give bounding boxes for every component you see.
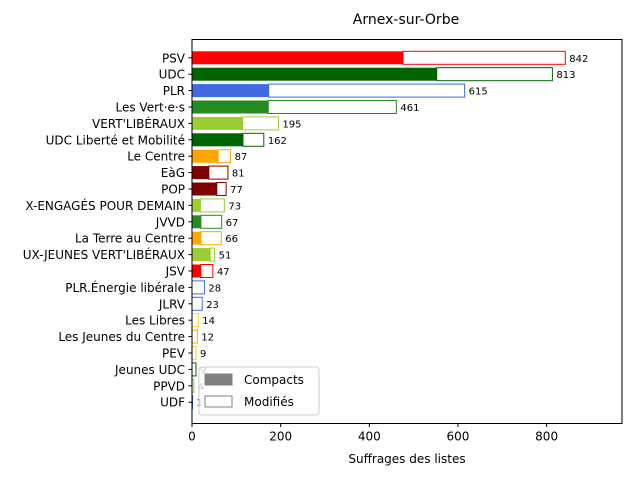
category-label: UDC — [159, 68, 185, 82]
bar-modifies — [199, 198, 225, 213]
legend-label: Modifiés — [244, 395, 294, 409]
bar-compacts — [192, 198, 201, 212]
value-label: 813 — [556, 70, 575, 81]
category-label: Le Centre — [127, 150, 185, 164]
legend-swatch — [204, 395, 233, 408]
category-label: Jeunes UDC — [114, 363, 185, 377]
bar-compacts — [192, 133, 243, 147]
bar-modifies — [209, 247, 216, 262]
bar-modifies — [191, 280, 205, 295]
bar-compacts — [192, 67, 437, 81]
x-axis-ticks: 0 200 400 600 800 — [188, 423, 558, 444]
bar-modifies — [191, 329, 198, 344]
category-label: Les Vert·e·s — [116, 101, 186, 115]
legend: Compacts Modifiés — [198, 366, 320, 416]
bar-compacts — [192, 231, 201, 245]
bar-modifies — [217, 149, 232, 164]
value-label: 842 — [569, 54, 588, 65]
category-label: UDC Liberté et Mobilité — [46, 133, 185, 147]
category-label: PLR.Énergie libérale — [65, 280, 185, 295]
value-label: 9 — [200, 349, 206, 360]
bar-modifies — [200, 264, 214, 278]
plot-frame — [191, 39, 623, 424]
chart-title: Arnex-sur-Orbe — [353, 12, 459, 28]
bar-modifies — [242, 132, 265, 147]
bar-compacts — [192, 100, 269, 114]
bars-group — [191, 50, 566, 410]
bar-modifies — [268, 83, 466, 98]
x-axis-label: Suffrages des listes — [348, 452, 465, 466]
category-label: JSV — [165, 265, 186, 279]
bar-modifies — [402, 50, 566, 65]
value-label: 162 — [268, 136, 287, 147]
x-tick-label: 600 — [447, 430, 470, 444]
category-label: VERT'LIBÉRAUX — [92, 116, 185, 131]
category-label: POP — [161, 183, 185, 197]
bar-modifies — [191, 296, 203, 311]
bar-compacts — [192, 264, 201, 278]
value-label: 51 — [219, 251, 232, 262]
category-label: X-ENGAGÉS POUR DEMAIN — [25, 198, 185, 213]
bar-compacts — [192, 215, 201, 229]
bar-modifies — [200, 214, 223, 229]
value-label: 461 — [400, 103, 419, 114]
category-label: La Terre au Centre — [75, 232, 185, 246]
value-label: 47 — [217, 267, 230, 278]
category-label: PPVD — [153, 379, 185, 393]
value-label: 87 — [235, 152, 248, 163]
bar-modifies — [208, 165, 229, 180]
value-label: 66 — [225, 234, 238, 245]
category-label: PEV — [162, 347, 186, 361]
value-label: 81 — [232, 169, 245, 180]
value-label: 28 — [208, 283, 221, 294]
bar-compacts — [192, 84, 269, 98]
bar-modifies — [242, 116, 279, 131]
value-label: 195 — [282, 119, 301, 130]
bar-compacts — [192, 51, 404, 65]
bar-modifies — [216, 182, 227, 196]
bar-compacts — [192, 182, 217, 196]
category-label: PLR — [163, 84, 185, 98]
value-label: 77 — [230, 185, 243, 196]
value-label: 12 — [201, 333, 214, 344]
bar-modifies — [200, 231, 222, 246]
x-tick-label: 400 — [358, 430, 381, 444]
bar-modifies — [191, 362, 197, 377]
category-label: Les Libres — [125, 314, 185, 328]
bar-compacts — [192, 248, 211, 262]
value-label: 67 — [226, 218, 239, 229]
category-label: UDF — [160, 396, 185, 410]
bar-modifies — [191, 313, 199, 328]
value-label: 615 — [469, 87, 488, 98]
bar-compacts — [192, 116, 243, 130]
legend-label: Compacts — [244, 373, 304, 387]
category-label: JLRV — [158, 297, 186, 311]
bar-compacts — [192, 149, 219, 163]
category-label: EàG — [161, 166, 185, 180]
category-label: JVVD — [155, 215, 185, 229]
x-tick-label: 0 — [188, 430, 196, 444]
value-label: 23 — [206, 300, 219, 311]
value-label: 14 — [202, 316, 215, 327]
category-label: Les Jeunes du Centre — [58, 330, 185, 344]
category-label: PSV — [162, 51, 186, 65]
bar-modifies — [191, 346, 197, 360]
bar-compacts — [192, 166, 209, 180]
bar-modifies — [267, 100, 397, 114]
x-tick-label: 800 — [535, 430, 558, 444]
bar-modifies — [436, 67, 553, 82]
x-tick-label: 200 — [269, 430, 292, 444]
value-label: 73 — [228, 201, 241, 212]
value-labels: 842 813 615 461 195 162 87 81 77 73 67 66 51 47 28 23 14… — [196, 54, 588, 409]
legend-swatch — [204, 373, 233, 386]
category-label: UX-JEUNES VERT'LIBÉRAUX — [23, 247, 185, 262]
